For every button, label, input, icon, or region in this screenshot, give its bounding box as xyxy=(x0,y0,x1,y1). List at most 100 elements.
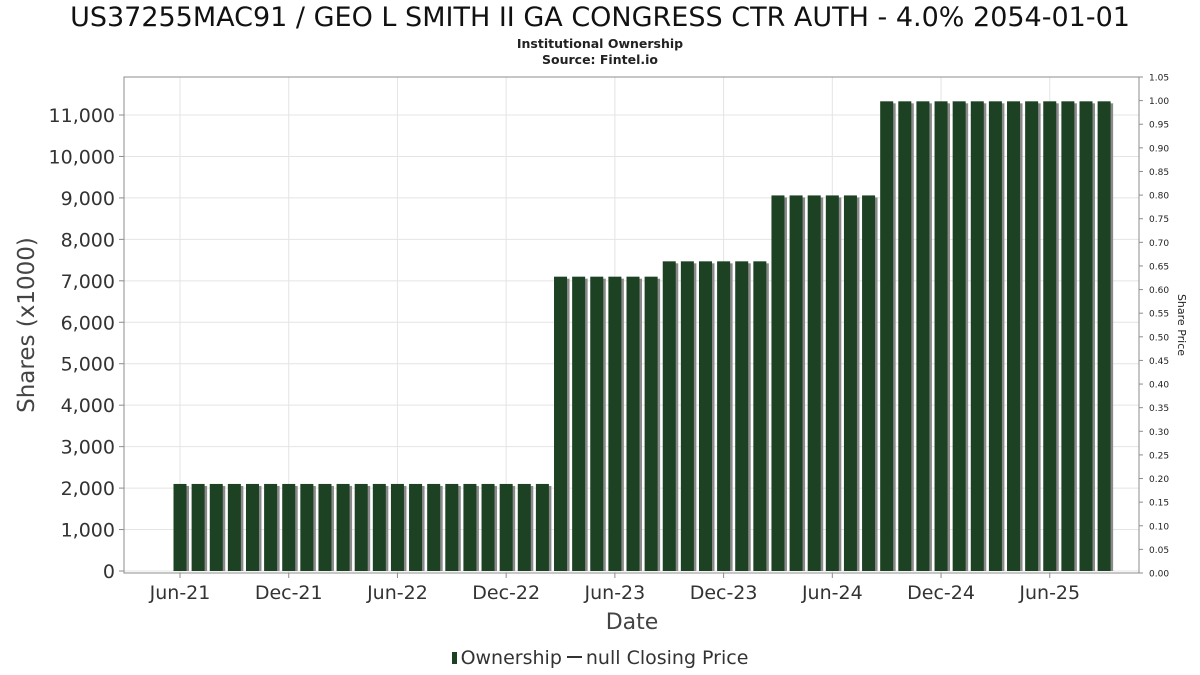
ownership-bar xyxy=(191,483,205,571)
ownership-bar xyxy=(372,483,386,571)
y2-tick-label: 0.00 xyxy=(1149,570,1169,580)
ownership-bar xyxy=(970,101,984,571)
y2-tick-label: 0.75 xyxy=(1149,215,1169,225)
y2-tick-label: 0.20 xyxy=(1149,475,1169,485)
ownership-bar xyxy=(862,195,876,571)
ownership-bar xyxy=(554,276,568,571)
y-tick-label: 8,000 xyxy=(61,229,115,251)
y-tick-label: 4,000 xyxy=(61,395,115,417)
chart-title: US37255MAC91 / GEO L SMITH II GA CONGRES… xyxy=(70,2,1130,33)
y2-tick-label: 0.05 xyxy=(1149,546,1169,556)
y2-tick-label: 0.50 xyxy=(1149,333,1169,343)
x-tick-label: Jun-22 xyxy=(366,582,428,604)
legend-price-swatch xyxy=(566,656,582,658)
ownership-bar xyxy=(698,261,712,571)
ownership-bar xyxy=(572,276,586,571)
ownership-bar xyxy=(952,101,966,571)
ownership-bar xyxy=(227,483,241,571)
ownership-bar xyxy=(245,483,259,571)
ownership-bar xyxy=(1097,101,1111,571)
y2-tick-label: 0.95 xyxy=(1149,121,1169,131)
ownership-bar xyxy=(282,483,296,571)
ownership-bar xyxy=(825,195,839,571)
ownership-bar xyxy=(354,483,368,571)
y2-tick-label: 0.10 xyxy=(1149,522,1169,532)
ownership-bar xyxy=(209,483,223,571)
ownership-bar xyxy=(336,483,350,571)
ownership-bar xyxy=(173,483,187,571)
y2-tick-label: 1.05 xyxy=(1149,74,1169,84)
y2-tick-label: 0.30 xyxy=(1149,428,1169,438)
ownership-bar xyxy=(463,483,477,571)
ownership-bar xyxy=(1007,101,1021,571)
x-tick-label: Dec-23 xyxy=(690,582,758,604)
x-tick-label: Dec-22 xyxy=(472,582,540,604)
ownership-bar xyxy=(843,195,857,571)
y2-tick-label: 0.80 xyxy=(1149,192,1169,202)
ownership-bar xyxy=(789,195,803,571)
y2-tick-label: 0.85 xyxy=(1149,168,1169,178)
y2-tick-label: 0.35 xyxy=(1149,404,1169,414)
y2-tick-label: 0.15 xyxy=(1149,499,1169,509)
ownership-bar xyxy=(662,261,676,571)
x-tick-label: Jun-21 xyxy=(149,582,211,604)
ownership-bar xyxy=(644,276,658,571)
ownership-bar xyxy=(626,276,640,571)
x-axis: Jun-21 Dec-21 Jun-22 Dec-22 Jun-23 Dec-23 Jun-… xyxy=(149,573,1080,604)
chart-subtitle: Institutional Ownership xyxy=(516,36,684,51)
ownership-bar xyxy=(300,483,314,571)
x-axis-label: Date xyxy=(606,610,659,635)
y2-axis-label: Share Price xyxy=(1175,294,1188,356)
legend-ownership-label: Ownership xyxy=(460,647,562,669)
ownership-bar xyxy=(409,483,423,571)
y2-tick-label: 0.45 xyxy=(1149,357,1169,367)
ownership-bar xyxy=(1079,101,1093,571)
y2-tick-label: 0.25 xyxy=(1149,451,1169,461)
ownership-bar xyxy=(771,195,785,571)
ownership-bar xyxy=(934,101,948,571)
y2-tick-label: 0.55 xyxy=(1149,310,1169,320)
ownership-bar xyxy=(916,101,930,571)
x-tick-label: Jun-25 xyxy=(1018,582,1080,604)
ownership-bar xyxy=(445,483,459,571)
ownership-bar xyxy=(535,483,549,571)
ownership-bar xyxy=(753,261,767,571)
ownership-bar xyxy=(807,195,821,571)
y2-tick-label: 0.90 xyxy=(1149,144,1169,154)
ownership-bar xyxy=(717,261,731,571)
ownership-bar xyxy=(880,101,894,571)
y-tick-label: 3,000 xyxy=(61,437,115,459)
ownership-bar xyxy=(590,276,604,571)
ownership-bar xyxy=(499,483,513,571)
ownership-bar xyxy=(264,483,278,571)
ownership-chart: 0 1,000 2,000 3,000 4,000 5,000 6,000 7,000 8,00… xyxy=(14,74,1188,636)
ownership-bar xyxy=(988,101,1002,571)
ownership-bar xyxy=(1025,101,1039,571)
ownership-bar xyxy=(680,261,694,571)
ownership-bar xyxy=(1061,101,1075,571)
legend: Ownership null Closing Price xyxy=(0,647,1200,669)
x-tick-label: Jun-23 xyxy=(584,582,646,604)
y-tick-label: 6,000 xyxy=(61,312,115,334)
x-tick-label: Dec-24 xyxy=(907,582,975,604)
y2-tick-label: 0.65 xyxy=(1149,262,1169,272)
y-tick-label: 2,000 xyxy=(61,478,115,500)
y2-tick-label: 1.00 xyxy=(1149,97,1169,107)
y-tick-label: 10,000 xyxy=(49,146,115,168)
ownership-bar xyxy=(427,483,441,571)
legend-ownership-swatch xyxy=(451,652,457,664)
y-tick-label: 1,000 xyxy=(61,520,115,542)
plot-frame xyxy=(123,76,1140,574)
x-tick-label: Jun-24 xyxy=(801,582,863,604)
chart-source: Source: Fintel.io xyxy=(542,52,658,67)
x-tick-label: Dec-21 xyxy=(255,582,323,604)
y-tick-label: 0 xyxy=(103,561,115,583)
y2-tick-label: 0.70 xyxy=(1149,239,1169,249)
ownership-bar xyxy=(390,483,404,571)
y-tick-label: 9,000 xyxy=(61,188,115,210)
y-tick-label: 5,000 xyxy=(61,354,115,376)
ownership-bars xyxy=(173,101,1114,571)
ownership-bar xyxy=(318,483,332,571)
ownership-bar xyxy=(481,483,495,571)
y-tick-label: 7,000 xyxy=(61,271,115,293)
